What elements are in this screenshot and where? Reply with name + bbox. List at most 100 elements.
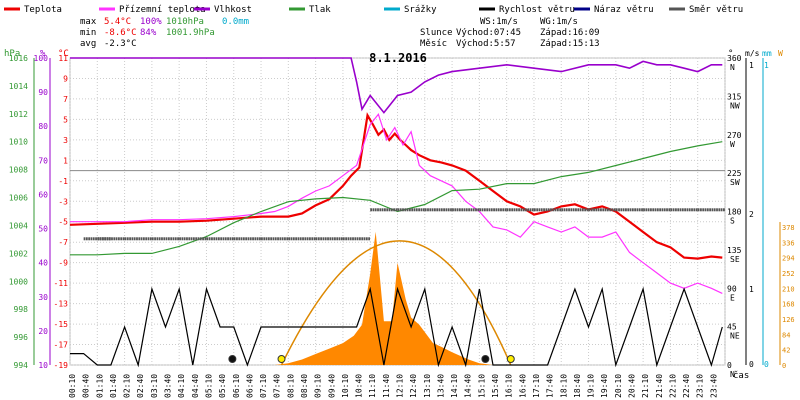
wind-direction-dot — [559, 208, 562, 212]
wind-direction-dot — [122, 237, 125, 241]
x-tick-label: 09:10 — [314, 374, 323, 398]
wind-direction-dot — [723, 208, 725, 212]
x-tick-label: 05:40 — [218, 374, 227, 398]
legend-label: Směr větru — [689, 5, 743, 15]
dir-tick-label: 90 — [727, 284, 737, 293]
wind-direction-dot — [618, 208, 620, 212]
x-tick-label: 10:10 — [341, 374, 350, 398]
wind-direction-dot — [561, 208, 564, 212]
x-tick-label: 06:10 — [232, 374, 241, 398]
wind-direction-dot — [377, 208, 379, 212]
wind-direction-dot — [613, 208, 616, 212]
wind-direction-dot — [533, 208, 536, 212]
temp-tick-label: -1 — [58, 177, 68, 186]
wind-direction-dot — [384, 208, 386, 212]
wind-direction-dot — [581, 208, 584, 212]
wind-direction-dot — [206, 237, 209, 241]
wind-direction-dot — [299, 237, 302, 241]
wind-direction-dot — [222, 237, 225, 241]
legend-label: Teplota — [24, 5, 62, 15]
x-tick-label: 15:40 — [491, 374, 500, 398]
mm-axis-unit: mm — [762, 49, 772, 58]
wind-direction-dot — [477, 208, 480, 212]
series-line-p-zemn-teplota — [70, 113, 723, 294]
wind-direction-dot — [95, 237, 97, 241]
wind-direction-dot — [85, 237, 88, 241]
dir-tick-label: 0 — [727, 361, 732, 370]
wind-direction-dot — [656, 208, 659, 212]
wind-direction-dot — [659, 208, 662, 212]
wind-direction-dot — [513, 208, 516, 212]
wind-direction-dot — [402, 208, 404, 212]
hpa-tick-label: 1002 — [9, 249, 28, 258]
wind-direction-dot — [695, 208, 698, 212]
wm2-tick-label: 378 — [782, 224, 795, 232]
wind-direction-dot — [290, 237, 293, 241]
wind-direction-dot — [615, 208, 618, 212]
mm-tick-label: 1 — [764, 61, 769, 70]
wind-direction-dot — [242, 237, 245, 241]
wm2-tick-label: 336 — [782, 239, 795, 247]
x-tick-label: 20:40 — [627, 374, 636, 398]
wind-direction-dot — [472, 208, 475, 212]
wind-direction-dot — [313, 237, 316, 241]
wind-direction-dot — [536, 208, 539, 212]
ms-axis-unit: m/s — [745, 49, 760, 58]
wind-direction-dot — [647, 208, 650, 212]
sunset-marker — [506, 355, 515, 363]
info-moon-set: Západ:15:13 — [540, 39, 600, 49]
dir-compass-label: NE — [730, 332, 740, 341]
wind-direction-dot — [606, 208, 609, 212]
info-moon-rise: Východ:5:57 — [456, 39, 516, 49]
right-axes: 360N315NW270W225SW180S135SE90E45NE0N1210… — [727, 54, 795, 379]
wind-direction-dot — [493, 208, 495, 212]
dir-tick-label: 270 — [727, 131, 742, 140]
x-tick-label: 05:10 — [204, 374, 213, 398]
legend: Teplota Přízemní teplota Vlhkost Tlak Srážky… — [4, 5, 743, 15]
stat-max-hum: 100% — [140, 17, 162, 27]
dir-axis-unit: ° — [728, 49, 733, 59]
x-tick-label: 19:10 — [587, 374, 596, 398]
radiation-area — [274, 231, 494, 365]
wind-direction-dot — [527, 208, 530, 212]
x-tick-label: 02:10 — [123, 374, 132, 398]
temp-tick-label: -15 — [54, 320, 69, 329]
wind-direction-dot — [595, 208, 598, 212]
wind-direction-dot — [113, 237, 116, 241]
x-axis: 00:10 00:40 01:10 01:40 02:10 02:40 03:10 03:40… — [68, 374, 718, 398]
wind-direction-dot — [217, 237, 220, 241]
wind-direction-dot — [388, 208, 391, 212]
hpa-tick-label: 994 — [14, 361, 29, 370]
wind-direction-dot — [577, 208, 580, 212]
x-tick-label: 17:40 — [546, 374, 555, 398]
wind-direction-dot — [390, 208, 393, 212]
wind-direction-dot — [286, 237, 289, 241]
wind-direction-dot — [415, 208, 418, 212]
ms-tick-label: 1 — [749, 285, 754, 294]
stat-max-label: max — [80, 17, 97, 27]
wind-direction-dot — [295, 237, 298, 241]
wind-direction-dot — [515, 208, 518, 212]
wind-direction-dot — [611, 208, 614, 212]
hpa-tick-label: 1004 — [9, 221, 28, 230]
wind-direction-dot — [518, 208, 520, 212]
temp-tick-label: -17 — [54, 341, 69, 350]
wind-direction-dot — [525, 208, 527, 212]
x-tick-label: 22:10 — [668, 374, 677, 398]
wind-direction-dot — [711, 208, 714, 212]
dir-compass-label: NW — [730, 101, 740, 110]
x-tick-label: 07:40 — [273, 374, 282, 398]
wind-direction-dot — [338, 237, 341, 241]
hpa-tick-label: 996 — [14, 333, 29, 342]
temp-tick-label: -7 — [58, 238, 68, 247]
pct-tick-label: 60 — [38, 190, 48, 199]
info-wg: WG:1m/s — [540, 17, 578, 27]
wind-direction-dot — [661, 208, 664, 212]
pct-tick-label: 20 — [38, 327, 48, 336]
wind-direction-dot — [370, 208, 373, 212]
wind-direction-dot — [424, 208, 427, 212]
wind-direction-dot — [431, 208, 434, 212]
temp-tick-label: -19 — [54, 361, 69, 370]
wind-direction-dot — [247, 237, 250, 241]
